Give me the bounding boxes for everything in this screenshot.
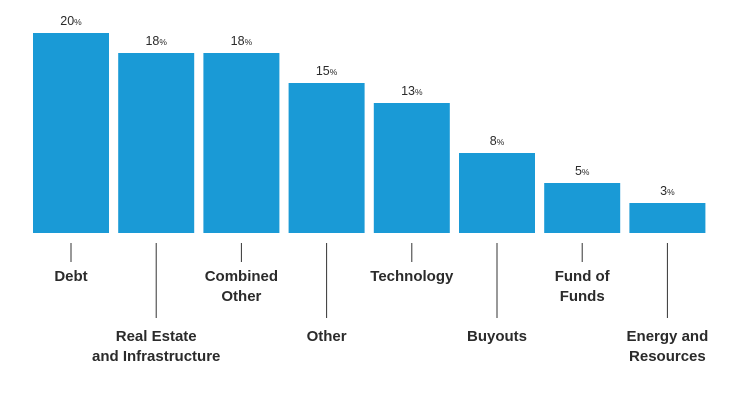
category-label-line: Combined	[205, 268, 278, 285]
category-label: Buyouts	[467, 328, 527, 345]
value-percent-sign: %	[74, 17, 82, 27]
category-label-line: Energy and	[627, 328, 709, 345]
value-percent-sign: %	[497, 137, 505, 147]
value-percent-sign: %	[245, 37, 253, 47]
category-label-line: and Infrastructure	[92, 348, 220, 365]
category-label: Technology	[370, 268, 454, 285]
value-labels-group: 20%18% 18%15%13%8%5%3%	[60, 14, 675, 198]
value-percent-sign: %	[415, 87, 423, 97]
category-label-line: Fund of	[555, 268, 611, 285]
category-label-line: Technology	[370, 268, 454, 285]
value-label: 18%	[231, 34, 253, 48]
bars-group	[33, 33, 706, 233]
category-label: Debt	[54, 268, 87, 285]
value-percent-sign: %	[330, 67, 338, 77]
value-number: 18	[231, 34, 245, 48]
value-percent-sign: %	[159, 37, 167, 47]
value-number: 8	[490, 134, 497, 148]
category-label: Real Estate and Infrastructure	[92, 328, 220, 365]
bar	[459, 153, 535, 233]
value-number: 20	[60, 14, 74, 28]
value-number: 13	[401, 84, 415, 98]
value-label: 5%	[575, 164, 590, 178]
category-label-line: Debt	[54, 268, 87, 285]
value-number: 18	[145, 34, 159, 48]
value-label: 13%	[401, 84, 423, 98]
category-label-line: Other	[307, 328, 347, 345]
category-label-line: Real Estate	[116, 328, 197, 345]
bar	[544, 183, 621, 233]
category-label-line: Funds	[560, 288, 605, 305]
category-label: Other	[307, 328, 347, 345]
bar	[33, 33, 109, 233]
value-percent-sign: %	[582, 167, 590, 177]
value-number: 3	[660, 184, 667, 198]
bar	[288, 83, 365, 233]
value-number: 5	[575, 164, 582, 178]
value-label: 3%	[660, 184, 675, 198]
value-label: 18%	[145, 34, 167, 48]
category-label: Energy and Resources	[627, 328, 709, 365]
leader-lines-group	[70, 243, 668, 318]
category-label-line: Other	[221, 288, 261, 305]
bar	[629, 203, 706, 233]
value-label: 8%	[490, 134, 505, 148]
value-number: 15	[316, 64, 330, 78]
bar	[203, 53, 280, 233]
category-label: Fund of Funds	[555, 268, 611, 305]
category-label-line: Buyouts	[467, 328, 527, 345]
value-percent-sign: %	[667, 187, 675, 197]
bar	[118, 53, 195, 233]
category-label-line: Resources	[629, 348, 706, 365]
bar	[373, 103, 450, 233]
category-label: Combined Other	[205, 268, 278, 305]
value-label: 20%	[60, 14, 82, 28]
category-labels-group: Debt Real Estate and Infrastructure Combine…	[54, 268, 708, 365]
value-label: 15%	[316, 64, 338, 78]
